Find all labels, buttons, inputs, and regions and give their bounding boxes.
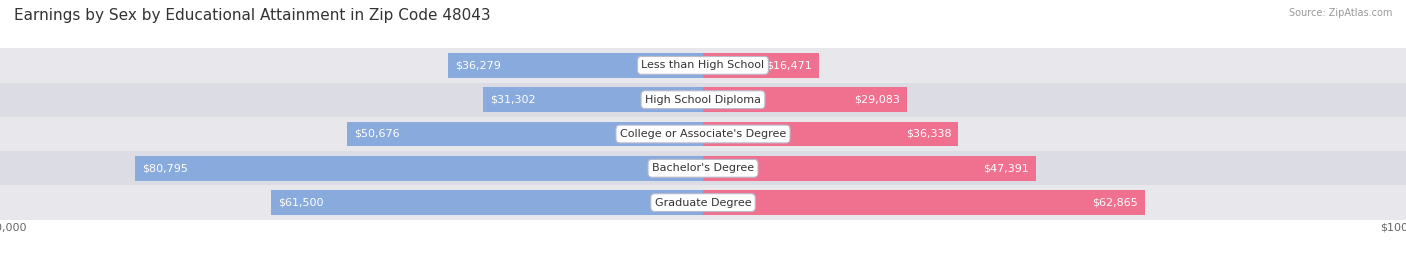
Bar [703, 190, 1144, 215]
Text: $29,083: $29,083 [855, 95, 900, 105]
Bar [270, 190, 703, 215]
Bar [0, 151, 1406, 185]
Bar [135, 156, 703, 181]
Text: $16,471: $16,471 [766, 60, 811, 70]
Bar [703, 156, 1036, 181]
Text: $31,302: $31,302 [489, 95, 536, 105]
Bar [347, 122, 703, 146]
Text: $61,500: $61,500 [277, 198, 323, 208]
Text: $62,865: $62,865 [1092, 198, 1137, 208]
Text: $50,676: $50,676 [354, 129, 399, 139]
Text: Earnings by Sex by Educational Attainment in Zip Code 48043: Earnings by Sex by Educational Attainmen… [14, 8, 491, 23]
Bar [703, 53, 818, 78]
Bar [703, 122, 959, 146]
Bar [0, 117, 1406, 151]
Text: High School Diploma: High School Diploma [645, 95, 761, 105]
Text: Bachelor's Degree: Bachelor's Degree [652, 163, 754, 173]
Bar [0, 48, 1406, 83]
Bar [449, 53, 703, 78]
Bar [0, 185, 1406, 220]
Text: $80,795: $80,795 [142, 163, 188, 173]
Text: $36,338: $36,338 [905, 129, 952, 139]
Text: $47,391: $47,391 [983, 163, 1029, 173]
Text: College or Associate's Degree: College or Associate's Degree [620, 129, 786, 139]
Bar [0, 83, 1406, 117]
Bar [482, 87, 703, 112]
Text: $36,279: $36,279 [456, 60, 501, 70]
Text: Graduate Degree: Graduate Degree [655, 198, 751, 208]
Text: Source: ZipAtlas.com: Source: ZipAtlas.com [1288, 8, 1392, 18]
Bar [703, 87, 907, 112]
Text: Less than High School: Less than High School [641, 60, 765, 70]
